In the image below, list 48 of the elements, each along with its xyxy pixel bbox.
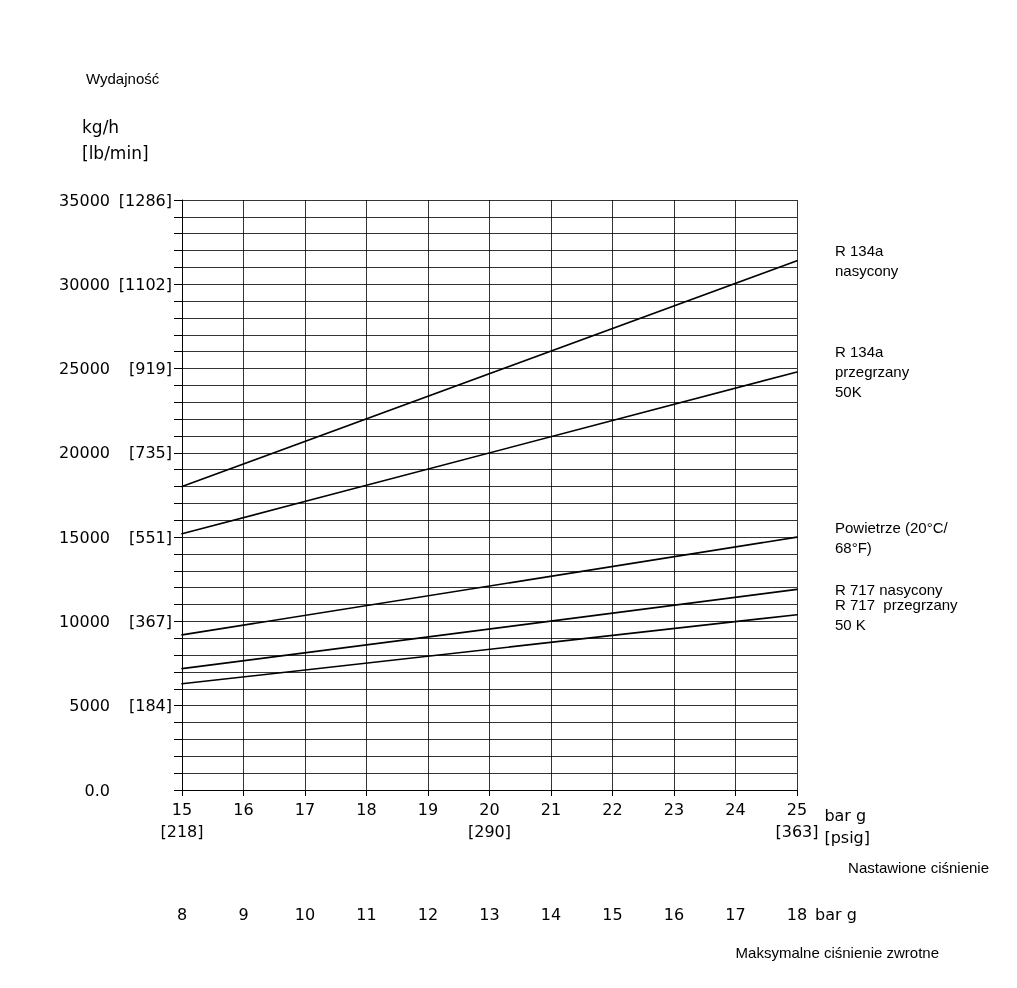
x-tick-label: 18	[356, 799, 377, 819]
text: R 134a nasycony	[835, 242, 899, 280]
y2-tick-label: [1102]	[118, 274, 172, 294]
x2-tick-label: 9	[238, 904, 249, 924]
text: R 717 nasycony	[835, 580, 944, 598]
y2-tick-label: [184]	[128, 696, 172, 716]
x-tick-label: 20 [290]	[467, 799, 512, 841]
y2-tick-label: [551]	[128, 527, 172, 547]
x-tick-label: 21	[540, 799, 562, 819]
y-tick-label: 30000	[59, 274, 110, 294]
x-axis-title: bar g [psig]	[824, 805, 870, 847]
x2-tick-label: 18	[786, 904, 808, 924]
y-tick-label: 15000	[59, 527, 110, 547]
y2-tick-label: [735]	[128, 443, 172, 463]
y-tick-label: 10000	[59, 611, 110, 631]
y2-tick-label: [1286]	[118, 190, 172, 210]
y-tick-label: 25000	[59, 359, 110, 379]
x-tick-label: 23	[663, 799, 685, 819]
x-tick-label: 17	[294, 799, 316, 819]
chart-title: Wydajność	[86, 70, 160, 87]
x2-axis-title: bar g	[815, 904, 857, 924]
y-tick-label: 35000	[59, 190, 110, 210]
x-tick-label: 24	[725, 799, 746, 819]
x2-tick-label: 10	[294, 904, 316, 924]
text: Maksymalne ciśnienie zwrotne	[735, 944, 940, 961]
x-tick-label: 19	[417, 799, 439, 819]
x2-tick-label: 8	[176, 904, 188, 924]
x2-tick-label: 12	[417, 904, 439, 924]
y-tick-label: 5000	[69, 696, 110, 716]
x-tick-label: 16	[233, 799, 254, 819]
text: Powietrze (20°C/ 68°F)	[835, 518, 949, 556]
x2-tick-label: 15	[602, 904, 623, 924]
text: Nastawione ciśnienie	[848, 859, 990, 876]
x2-tick-label: 17	[725, 904, 746, 924]
x2-tick-label: 11	[356, 904, 377, 924]
y2-tick-label: [919]	[128, 358, 172, 378]
y-axis-title: kg/h	[82, 116, 120, 137]
y-tick-label: 20000	[59, 443, 110, 463]
x-tick-label: 22	[602, 799, 623, 819]
x-tick-label: 25 [363]	[775, 799, 819, 841]
x2-tick-label: 13	[479, 904, 500, 924]
x2-tick-label: 16	[663, 904, 685, 924]
x2-tick-label: 14	[540, 904, 562, 924]
y-tick-label: 0.0	[84, 780, 110, 800]
y2-tick-label: [367]	[128, 612, 172, 632]
x-tick-label: 15 [218]	[160, 799, 204, 841]
text: R 134a przegrzany 50K	[835, 343, 910, 401]
y2-axis-title: [lb/min]	[82, 142, 149, 163]
